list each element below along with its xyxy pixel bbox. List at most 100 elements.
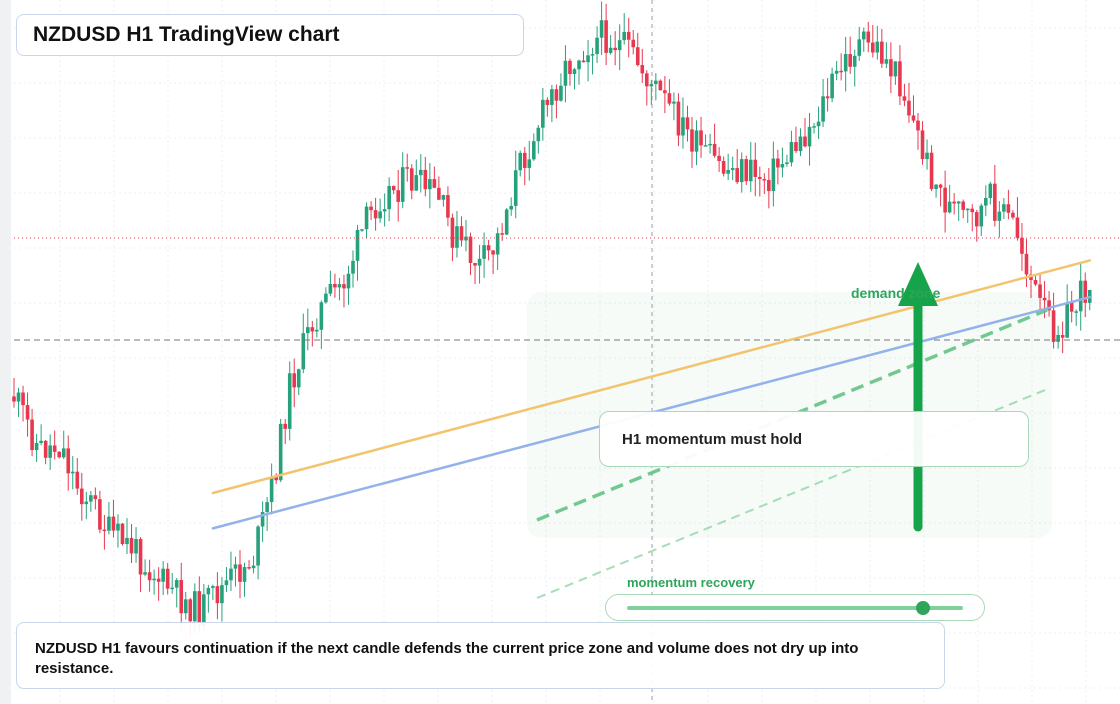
candle-body bbox=[89, 495, 93, 502]
candle-body bbox=[613, 47, 617, 51]
candle-body bbox=[504, 209, 509, 235]
candle-body bbox=[1074, 311, 1078, 313]
candle-body bbox=[911, 115, 916, 121]
candle-body bbox=[617, 40, 622, 51]
candle-body bbox=[513, 170, 518, 206]
candle-body bbox=[419, 169, 423, 176]
candle-body bbox=[102, 529, 107, 532]
candle-body bbox=[970, 208, 975, 213]
candle-body bbox=[48, 445, 52, 458]
candle-body bbox=[355, 229, 360, 261]
candle-body bbox=[500, 233, 504, 235]
candle-body bbox=[30, 419, 34, 451]
candle-body bbox=[315, 329, 319, 332]
candle-body bbox=[672, 101, 676, 104]
candle-body bbox=[577, 60, 581, 70]
candle-body bbox=[861, 31, 866, 40]
candle-body bbox=[193, 591, 197, 622]
candle-body bbox=[360, 229, 364, 231]
candle-body bbox=[626, 31, 631, 40]
candle-body bbox=[351, 260, 355, 274]
candle-body bbox=[459, 226, 464, 241]
candle-body bbox=[776, 158, 780, 168]
candle-body bbox=[721, 161, 726, 174]
candle-body bbox=[803, 136, 807, 147]
candle-body bbox=[324, 293, 328, 303]
candle-body bbox=[916, 120, 920, 131]
candle-body bbox=[798, 136, 803, 152]
candle-body bbox=[929, 152, 934, 189]
candle-body bbox=[306, 327, 310, 334]
candle-body bbox=[1015, 217, 1020, 238]
candle-body bbox=[871, 42, 875, 53]
candle-body bbox=[545, 99, 550, 105]
candle-body bbox=[920, 130, 925, 160]
slider-track bbox=[627, 606, 963, 610]
candle-body bbox=[473, 262, 477, 266]
slider-knob[interactable] bbox=[915, 601, 930, 615]
candle-body bbox=[947, 201, 952, 213]
candle-body bbox=[43, 440, 48, 458]
caption-box: NZDUSD H1 favours continuation if the ne… bbox=[16, 622, 945, 689]
candle-body bbox=[1024, 253, 1029, 275]
candle-body bbox=[730, 168, 735, 170]
candle-body bbox=[260, 512, 265, 527]
candle-body bbox=[965, 208, 970, 211]
candle-body bbox=[988, 183, 993, 198]
candle-body bbox=[39, 440, 43, 443]
candle-body bbox=[251, 565, 256, 569]
candle-body bbox=[70, 471, 75, 474]
candle-body bbox=[825, 96, 830, 99]
candle-body bbox=[1078, 280, 1083, 312]
candle-body bbox=[373, 210, 378, 219]
candle-body bbox=[333, 283, 337, 288]
annotation-note: H1 momentum must hold bbox=[599, 411, 1029, 467]
candle-body bbox=[414, 175, 419, 191]
candle-body bbox=[66, 448, 71, 474]
candle-body bbox=[708, 143, 712, 146]
candle-body bbox=[934, 184, 938, 189]
candle-body bbox=[961, 201, 965, 210]
candle-body bbox=[550, 89, 554, 105]
candle-body bbox=[1011, 212, 1015, 218]
candle-body bbox=[753, 159, 758, 177]
moving-average-fast bbox=[211, 259, 1092, 495]
candle-body bbox=[1047, 300, 1051, 311]
candle-body bbox=[120, 523, 125, 545]
candle-body bbox=[16, 392, 21, 402]
momentum-slider[interactable] bbox=[605, 594, 985, 621]
candle-body bbox=[843, 54, 848, 72]
candle-body bbox=[238, 564, 242, 582]
candle-body bbox=[649, 84, 654, 87]
candle-body bbox=[450, 217, 455, 248]
candle-body bbox=[884, 59, 889, 64]
candle-body bbox=[1020, 237, 1024, 254]
candle-body bbox=[396, 190, 400, 202]
candle-body bbox=[477, 258, 482, 266]
candle-body bbox=[464, 236, 468, 241]
candle-body bbox=[590, 54, 595, 56]
candle-body bbox=[495, 233, 500, 255]
candle-body bbox=[654, 80, 658, 85]
candle-body bbox=[979, 205, 984, 227]
candle-body bbox=[161, 568, 165, 582]
arrow-up-icon bbox=[898, 262, 938, 306]
candle-body bbox=[943, 187, 947, 213]
candle-body bbox=[541, 99, 545, 128]
candle-body bbox=[224, 580, 229, 586]
candle-body bbox=[952, 201, 956, 204]
candle-body bbox=[712, 143, 717, 156]
candle-body bbox=[681, 117, 685, 136]
candle-body bbox=[423, 169, 428, 190]
candle-body bbox=[509, 205, 513, 210]
candle-body bbox=[165, 568, 170, 589]
candles-layer bbox=[12, 1, 1092, 637]
candle-body bbox=[1060, 334, 1065, 338]
candle-body bbox=[595, 37, 599, 55]
candle-body bbox=[215, 586, 220, 604]
candle-body bbox=[848, 54, 852, 67]
candle-body bbox=[437, 187, 441, 200]
candle-body bbox=[559, 85, 563, 101]
candle-body bbox=[608, 47, 613, 53]
